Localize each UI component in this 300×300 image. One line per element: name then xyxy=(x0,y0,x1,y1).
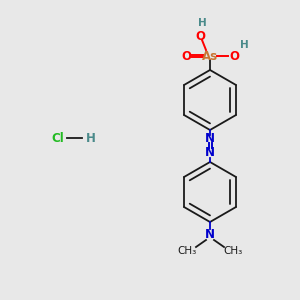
Text: N: N xyxy=(205,131,215,145)
Text: As: As xyxy=(202,50,218,62)
Text: H: H xyxy=(198,18,206,28)
Text: H: H xyxy=(240,40,248,50)
Text: O: O xyxy=(181,50,191,62)
Text: O: O xyxy=(195,29,205,43)
Text: Cl: Cl xyxy=(52,131,64,145)
Text: N: N xyxy=(205,227,215,241)
Text: CH₃: CH₃ xyxy=(177,246,196,256)
Text: H: H xyxy=(86,131,96,145)
Text: CH₃: CH₃ xyxy=(224,246,243,256)
Text: O: O xyxy=(229,50,239,62)
Text: N: N xyxy=(205,146,215,160)
